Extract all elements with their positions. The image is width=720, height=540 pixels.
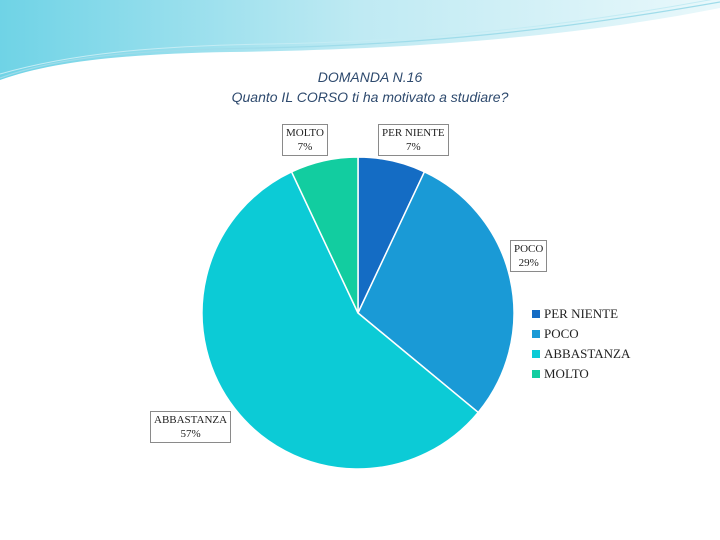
legend-swatch-poco	[532, 330, 540, 338]
legend-swatch-molto	[532, 370, 540, 378]
data-label-abbastanza: ABBASTANZA 57%	[150, 411, 232, 443]
decorative-header-swoosh	[0, 0, 720, 80]
data-label-molto: MOLTO 7%	[282, 124, 328, 156]
data-label-per-niente: PER NIENTE 7%	[378, 124, 449, 156]
chart-legend: PER NIENTE POCO ABBASTANZA MOLTO	[532, 304, 630, 384]
legend-label-poco: POCO	[544, 326, 579, 341]
chart-title-line-1: DOMANDA N.16	[317, 69, 423, 85]
chart-title: DOMANDA N.16 Quanto IL CORSO ti ha motiv…	[0, 67, 720, 107]
data-label-poco: POCO 29%	[510, 240, 548, 272]
legend-label-abbastanza: ABBASTANZA	[544, 346, 631, 361]
legend-label-per-niente: PER NIENTE	[544, 306, 619, 321]
legend-item-abbastanza: ABBASTANZA	[532, 344, 630, 364]
legend-item-per-niente: PER NIENTE	[532, 304, 630, 324]
pie-slice-poco	[357, 170, 515, 414]
legend-swatch-per-niente	[532, 310, 540, 318]
legend-item-molto: MOLTO	[532, 364, 630, 384]
legend-item-poco: POCO	[532, 324, 630, 344]
legend-swatch-abbastanza	[532, 350, 540, 358]
legend-label-molto: MOLTO	[544, 366, 589, 381]
chart-title-line-2: Quanto IL CORSO ti ha motivato a studiar…	[231, 89, 509, 105]
pie-slice-abbastanza	[201, 170, 480, 470]
pie-slice-molto	[290, 156, 359, 314]
